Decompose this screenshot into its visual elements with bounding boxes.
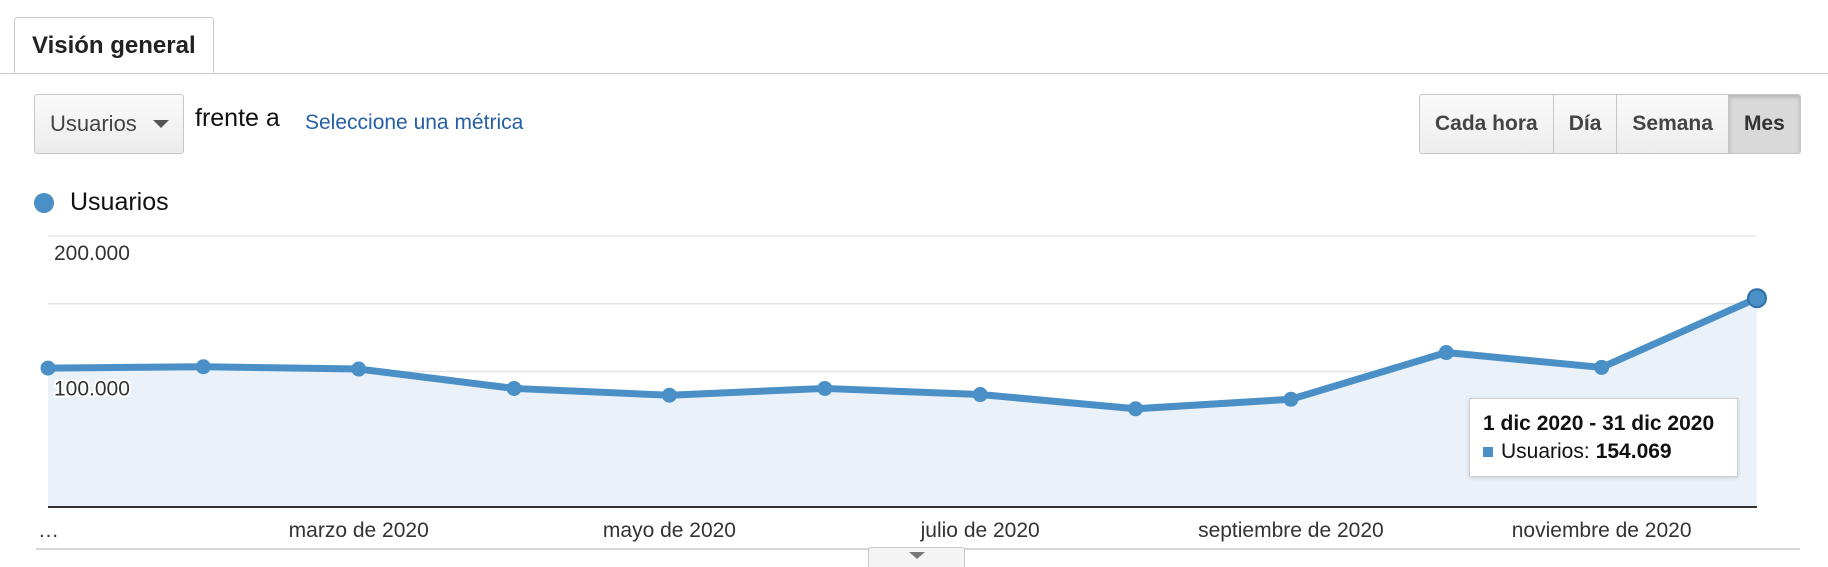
data-point xyxy=(351,361,367,377)
x-tick-label: septiembre de 2020 xyxy=(1198,519,1384,542)
data-point xyxy=(817,380,833,396)
legend-label: Usuarios xyxy=(70,188,169,216)
compare-label: frente a xyxy=(195,104,280,132)
data-point xyxy=(661,387,677,403)
data-point xyxy=(195,359,211,375)
metric-dropdown[interactable]: Usuarios xyxy=(34,94,184,154)
tooltip-value: 154.069 xyxy=(1595,440,1672,463)
chevron-down-icon xyxy=(153,120,169,128)
granularity-selector: Cada hora Día Semana Mes xyxy=(1419,94,1801,154)
x-tick-label: … xyxy=(38,519,59,542)
data-point xyxy=(506,380,522,396)
tab-overview[interactable]: Visión general xyxy=(14,17,214,73)
data-point xyxy=(1747,288,1767,309)
y-tick-label: 200.000 xyxy=(54,242,130,265)
select-metric-link[interactable]: Seleccione una métrica xyxy=(305,111,524,134)
granularity-button-2[interactable]: Semana xyxy=(1616,95,1728,153)
x-tick-label: noviembre de 2020 xyxy=(1512,519,1692,542)
x-tick-label: mayo de 2020 xyxy=(603,519,736,542)
tooltip-swatch-icon xyxy=(1483,447,1493,457)
legend-dot-icon xyxy=(34,192,54,213)
data-point xyxy=(972,387,988,403)
granularity-button-1[interactable]: Día xyxy=(1552,95,1617,153)
granularity-button-3[interactable]: Mes xyxy=(1727,95,1800,153)
data-point xyxy=(1594,359,1610,375)
granularity-button-0[interactable]: Cada hora xyxy=(1420,95,1553,153)
chart-legend: Usuarios xyxy=(34,188,169,217)
data-point xyxy=(1283,391,1299,407)
chart-tooltip: 1 dic 2020 - 31 dic 2020 Usuarios: 154.0… xyxy=(1469,398,1738,477)
data-point xyxy=(40,360,56,376)
y-tick-label: 100.000 xyxy=(54,378,130,401)
series-line xyxy=(47,295,1759,413)
tooltip-series-label: Usuarios: xyxy=(1501,440,1590,463)
metric-dropdown-value: Usuarios xyxy=(50,111,137,136)
x-tick-label: julio de 2020 xyxy=(920,519,1040,542)
data-point xyxy=(1128,401,1144,417)
chart-expand-handle[interactable] xyxy=(868,547,965,567)
tooltip-row: Usuarios: 154.069 xyxy=(1483,437,1725,467)
data-point xyxy=(1438,345,1454,361)
tab-bar: Visión general xyxy=(0,0,1828,74)
triangle-down-icon xyxy=(909,552,925,559)
tooltip-title: 1 dic 2020 - 31 dic 2020 xyxy=(1483,412,1715,435)
x-tick-label: marzo de 2020 xyxy=(289,519,429,542)
series-area xyxy=(48,298,1757,507)
